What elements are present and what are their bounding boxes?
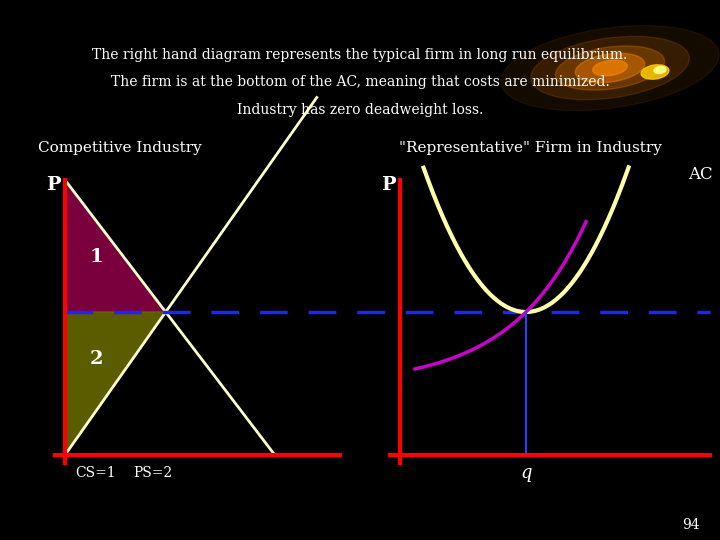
Text: 2: 2 bbox=[90, 350, 104, 368]
Text: CS=1: CS=1 bbox=[75, 466, 116, 480]
Ellipse shape bbox=[531, 36, 689, 100]
Text: Industry has zero deadweight loss.: Industry has zero deadweight loss. bbox=[237, 103, 483, 117]
Text: 94: 94 bbox=[683, 518, 700, 532]
Text: q: q bbox=[521, 464, 532, 482]
Text: P: P bbox=[381, 176, 395, 194]
Text: The firm is at the bottom of the AC, meaning that costs are minimized.: The firm is at the bottom of the AC, mea… bbox=[111, 75, 609, 89]
Ellipse shape bbox=[654, 66, 666, 73]
Polygon shape bbox=[65, 312, 166, 455]
Text: 1: 1 bbox=[90, 248, 104, 266]
Text: AC: AC bbox=[688, 166, 713, 183]
Text: The right hand diagram represents the typical firm in long run equilibrium.: The right hand diagram represents the ty… bbox=[92, 48, 628, 62]
Text: "Representative" Firm in Industry: "Representative" Firm in Industry bbox=[399, 141, 662, 155]
Text: P: P bbox=[45, 176, 60, 194]
Ellipse shape bbox=[593, 60, 627, 76]
Text: Competitive Industry: Competitive Industry bbox=[38, 141, 202, 155]
Ellipse shape bbox=[555, 46, 665, 90]
Text: PS=2: PS=2 bbox=[133, 466, 172, 480]
Ellipse shape bbox=[575, 53, 644, 83]
Ellipse shape bbox=[501, 25, 719, 111]
Polygon shape bbox=[65, 180, 166, 312]
Ellipse shape bbox=[641, 65, 669, 79]
